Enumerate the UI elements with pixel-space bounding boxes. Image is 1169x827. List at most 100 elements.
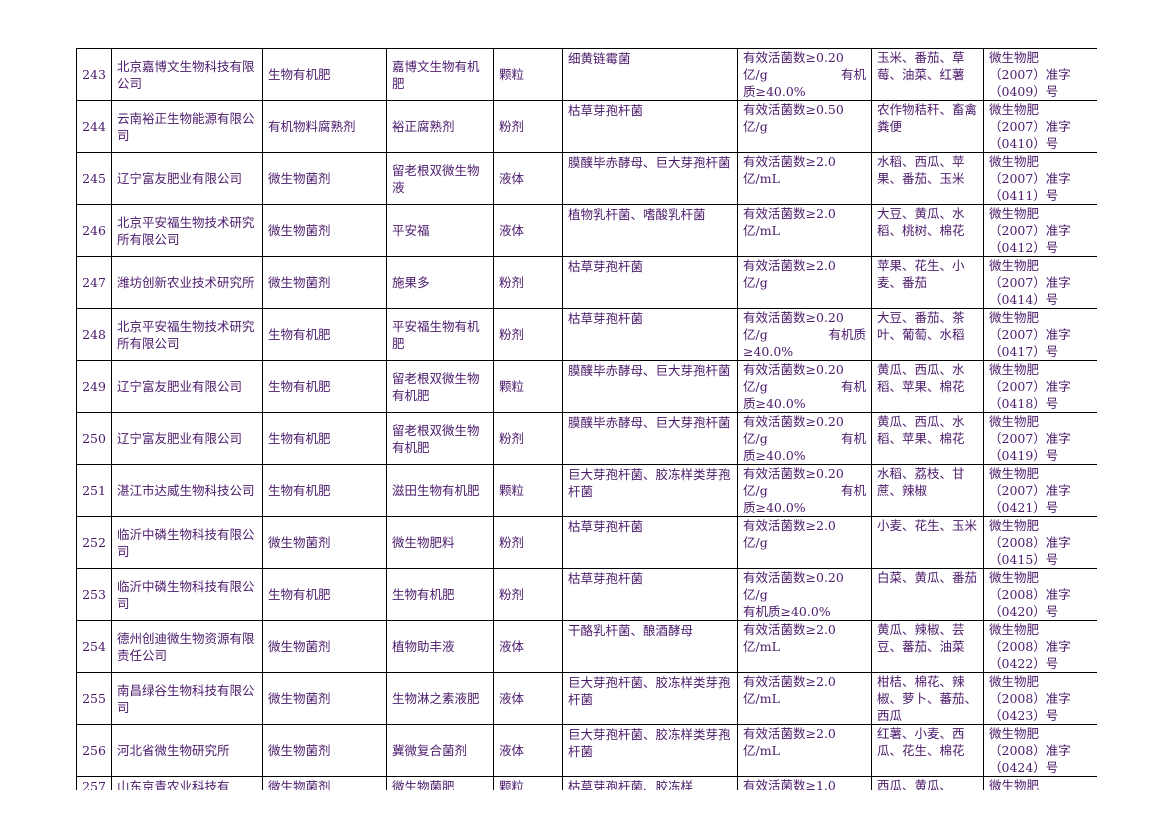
content-line: 亿/mL xyxy=(743,638,866,655)
registration-cell: 微生物肥 （2008）准字 （0420）号 xyxy=(983,568,1097,621)
registration-line: （2007）准字 xyxy=(989,327,1071,342)
row-number-cell: 245 xyxy=(76,152,112,205)
form-cell: 液体 xyxy=(493,204,563,257)
content-line: 质≥40.0% xyxy=(743,83,866,100)
crops-cell: 白菜、黄瓜、番茄 xyxy=(871,568,984,621)
content-line: ≥40.0% xyxy=(743,343,866,360)
content-line: 有效活菌数≥0.20 xyxy=(743,50,866,67)
form-cell: 粉剂 xyxy=(493,100,563,153)
content-line: 质≥40.0% xyxy=(743,499,866,516)
form-cell: 液体 xyxy=(493,152,563,205)
registration-line: （0421）号 xyxy=(989,500,1059,515)
registration-line: 微生物肥 xyxy=(989,622,1040,637)
crops-cell: 农作物秸秆、畜禽粪便 xyxy=(871,100,984,153)
content-text: 亿/g xyxy=(743,535,768,550)
row-number-cell: 248 xyxy=(76,308,112,361)
crops-cell: 红薯、小麦、西瓜、花生、棉花 xyxy=(871,724,984,777)
content-cell: 有效活菌数≥2.0 亿/mL xyxy=(737,724,872,777)
company-cell: 南昌绿谷生物科技有限公司 xyxy=(111,672,263,725)
product-type-cell: 生物有机肥 xyxy=(262,360,387,413)
registration-line: （0420）号 xyxy=(989,604,1059,619)
content-text: 亿/mL xyxy=(743,639,780,654)
registration-cell: 微生物肥 （2007）准字 （0411）号 xyxy=(983,152,1097,205)
row-number-cell: 252 xyxy=(76,516,112,569)
product-type-cell: 微生物菌剂 xyxy=(262,152,387,205)
crops-cell: 柑桔、棉花、辣椒、萝卜、蕃茄、西瓜 xyxy=(871,672,984,725)
row-number-cell: 243 xyxy=(76,48,112,101)
content-line: 亿/g 有机 xyxy=(743,430,866,447)
product-type-cell: 生物有机肥 xyxy=(262,412,387,465)
product-type-cell: 生物有机肥 xyxy=(262,568,387,621)
form-cell: 颗粒 xyxy=(493,464,563,517)
content-line: 亿/g xyxy=(743,534,866,551)
registration-line: （0417）号 xyxy=(989,344,1059,359)
content-text: 有效活菌数≥2.0 xyxy=(743,518,836,533)
product-type-cell: 微生物菌剂 xyxy=(262,672,387,725)
registration-line: （2007）准字 xyxy=(989,171,1071,186)
content-line: 有效活菌数≥0.20 xyxy=(743,310,866,327)
form-cell: 液体 xyxy=(493,672,563,725)
registration-cell: 微生物肥 （2007）准字 （0414）号 xyxy=(983,256,1097,309)
content-line: 亿/mL xyxy=(743,222,866,239)
registration-line: （2007）准字 xyxy=(989,431,1071,446)
registration-line: 微生物肥 xyxy=(989,102,1040,117)
strains-cell: 巨大芽孢杆菌、胶冻样类芽孢杆菌 xyxy=(562,672,738,725)
content-text: 亿/g xyxy=(743,587,768,602)
content-text: 质≥40.0% xyxy=(743,448,806,463)
content-text: 有机 xyxy=(840,483,866,498)
product-name-cell: 微生物菌肥 xyxy=(386,776,494,790)
company-cell: 辽宁富友肥业有限公司 xyxy=(111,360,263,413)
registration-line: （2008）准字 xyxy=(989,691,1071,706)
registration-line: 微生物肥 xyxy=(989,570,1040,585)
crops-cell: 黄瓜、西瓜、水稻、苹果、棉花 xyxy=(871,360,984,413)
form-cell: 粉剂 xyxy=(493,308,563,361)
table-row: 252 临沂中磷生物科技有限公司 微生物菌剂 微生物肥料 粉剂 枯草芽孢杆菌 有效活菌数≥2… xyxy=(76,516,1097,569)
content-text: 有效活菌数≥2.0 xyxy=(743,258,836,273)
content-text: 有机质 xyxy=(828,327,866,342)
registration-line: （2007）准字 xyxy=(989,223,1071,238)
table-row: 251 湛江市达威生物科技公司 生物有机肥 滋田生物有机肥 颗粒 巨大芽孢杆菌、胶冻样类芽… xyxy=(76,464,1097,517)
row-number-cell: 247 xyxy=(76,256,112,309)
content-text: 有效活菌数≥2.0 xyxy=(743,206,836,221)
content-text: 有效活菌数≥0.20 xyxy=(743,50,844,65)
registration-line: （2008）准字 xyxy=(989,587,1071,602)
registration-cell: 微生物肥 xyxy=(983,776,1097,790)
form-cell: 颗粒 xyxy=(493,360,563,413)
company-cell: 辽宁富友肥业有限公司 xyxy=(111,152,263,205)
company-cell: 湛江市达威生物科技公司 xyxy=(111,464,263,517)
registration-line: （2007）准字 xyxy=(989,67,1071,82)
content-text: ≥40.0% xyxy=(743,344,794,359)
registration-cell: 微生物肥 （2008）准字 （0415）号 xyxy=(983,516,1097,569)
crops-cell: 大豆、黄瓜、水稻、桃树、棉花 xyxy=(871,204,984,257)
registration-line: （0418）号 xyxy=(989,396,1059,411)
row-number-cell: 251 xyxy=(76,464,112,517)
content-cell: 有效活菌数≥1.0 xyxy=(737,776,872,790)
content-text: 有效活菌数≥2.0 xyxy=(743,154,836,169)
registration-table-page: 243 北京嘉博文生物科技有限公司 生物有机肥 嘉博文生物有机肥 颗粒 细黄链霉菌 有效活菌… xyxy=(76,48,1097,790)
content-text: 亿/g xyxy=(743,379,768,394)
table-row: 256 河北省微生物研究所 微生物菌剂 冀微复合菌剂 液体 巨大芽孢杆菌、胶冻样类芽孢杆菌… xyxy=(76,724,1097,777)
registration-line: （2008）准字 xyxy=(989,535,1071,550)
content-line: 有效活菌数≥1.0 xyxy=(743,778,866,790)
strains-cell: 干酪乳杆菌、酿酒酵母 xyxy=(562,620,738,673)
content-cell: 有效活菌数≥2.0 亿/g xyxy=(737,516,872,569)
table-row: 254 德州创迪微生物资源有限责任公司 微生物菌剂 植物助丰液 液体 干酪乳杆菌、酿酒酵母… xyxy=(76,620,1097,673)
registration-line: （0422）号 xyxy=(989,656,1059,671)
table-body: 243 北京嘉博文生物科技有限公司 生物有机肥 嘉博文生物有机肥 颗粒 细黄链霉菌 有效活菌… xyxy=(76,48,1097,790)
product-type-cell: 生物有机肥 xyxy=(262,464,387,517)
strains-cell: 枯草芽孢杆菌 xyxy=(562,516,738,569)
company-cell: 临沂中磷生物科技有限公司 xyxy=(111,516,263,569)
form-cell: 颗粒 xyxy=(493,48,563,101)
strains-cell: 枯草芽孢杆菌 xyxy=(562,100,738,153)
registration-line: 微生物肥 xyxy=(989,466,1040,481)
registration-line: （0414）号 xyxy=(989,292,1059,307)
strains-cell: 枯草芽孢杆菌 xyxy=(562,256,738,309)
product-name-cell: 滋田生物有机肥 xyxy=(386,464,494,517)
content-line: 亿/g 有机 xyxy=(743,66,866,83)
product-type-cell: 微生物菌剂 xyxy=(262,256,387,309)
content-line: 质≥40.0% xyxy=(743,395,866,412)
row-number-cell: 249 xyxy=(76,360,112,413)
registration-line: 微生物肥 xyxy=(989,414,1040,429)
